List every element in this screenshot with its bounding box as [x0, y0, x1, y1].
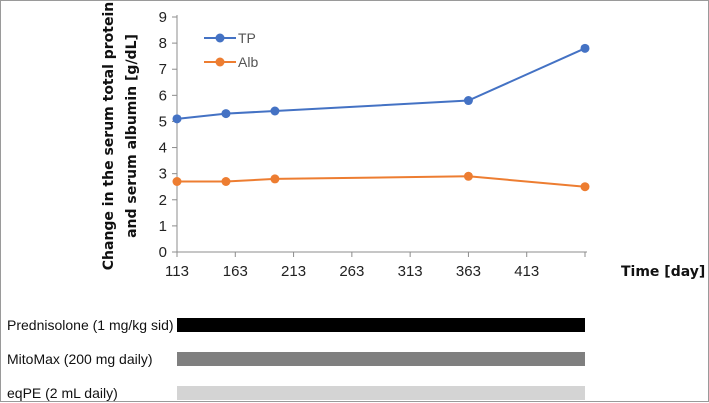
chart-axis-labels: Change in the serum total protein and se…: [101, 2, 705, 280]
x-axis-label: Time [day]: [621, 264, 705, 280]
y-axis-label-line2: and serum albumin [g/dL]: [124, 34, 140, 238]
y-tick-label: 1: [159, 218, 167, 235]
x-tick-label: 413: [514, 263, 539, 280]
series-line-alb: [177, 175, 586, 188]
y-tick-label: 5: [159, 113, 167, 130]
timeline-bar: [177, 318, 585, 332]
chart-series: [172, 43, 590, 192]
legend-marker-tp: [215, 33, 225, 43]
x-tick-label: 163: [223, 263, 248, 280]
data-point-tp: [463, 96, 473, 106]
treatment-timeline: Prednisolone (1 mg/kg sid) MitoMax (200 m…: [7, 317, 585, 401]
timeline-label: Prednisolone (1 mg/kg sid): [7, 317, 174, 333]
x-tick-label: 363: [456, 263, 481, 280]
y-axis-label-line1: Change in the serum total protein: [101, 2, 117, 271]
timeline-label: MitoMax (200 mg daily): [7, 351, 153, 367]
y-tick-label: 9: [159, 9, 167, 26]
legend-label-tp: TP: [238, 30, 256, 46]
data-point-tp: [580, 43, 590, 53]
legend-label-alb: Alb: [238, 54, 258, 70]
data-point-alb: [463, 171, 473, 181]
y-tick-label: 6: [159, 87, 167, 104]
data-point-tp: [270, 106, 280, 116]
y-tick-label: 7: [159, 61, 167, 78]
x-tick-label: 263: [339, 263, 364, 280]
data-point-alb: [221, 177, 231, 186]
chart-legend: TP Alb: [204, 30, 258, 70]
timeline-bar: [177, 386, 585, 400]
timeline-label: eqPE (2 mL daily): [7, 385, 118, 401]
y-tick-label: 4: [159, 140, 167, 157]
data-point-tp: [221, 109, 231, 119]
data-point-tp: [172, 114, 182, 124]
timeline-bar: [177, 352, 585, 366]
y-tick-label: 0: [159, 244, 167, 261]
y-tick-label: 2: [159, 192, 167, 209]
chart-axes: [176, 15, 587, 253]
y-tick-label: 3: [159, 166, 167, 183]
y-tick-label: 8: [159, 35, 167, 52]
data-point-alb: [172, 177, 182, 186]
chart-ticks: 0 1 2 3 4 5 6 7 8 9 113 163 213 263 313 363 413: [159, 9, 586, 280]
data-point-alb: [270, 174, 280, 184]
x-tick-label: 113: [165, 263, 189, 280]
x-tick-label: 313: [398, 263, 423, 280]
x-tick-label: 213: [281, 263, 306, 280]
legend-marker-alb: [215, 57, 225, 67]
data-point-alb: [580, 182, 590, 192]
